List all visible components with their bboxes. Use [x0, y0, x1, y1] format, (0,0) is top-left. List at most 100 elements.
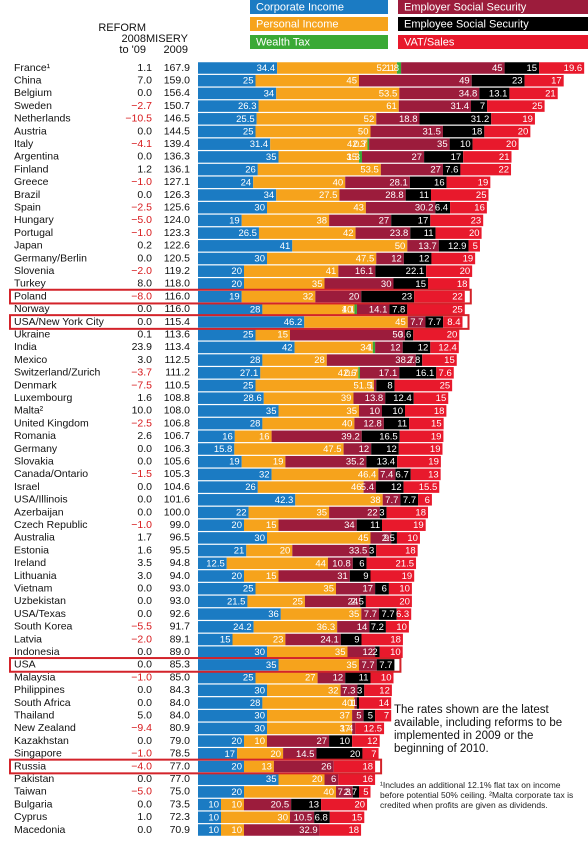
bar-segment: [295, 494, 383, 506]
reform-value: 23.9: [132, 341, 153, 353]
bar-segment: [430, 341, 459, 354]
country-label: Taiwan: [14, 786, 47, 798]
bar-segment: [333, 760, 376, 773]
bar-segment: [354, 303, 357, 316]
bar-segment: [539, 62, 585, 74]
country-label: USA: [14, 659, 36, 671]
segment-label: 2.7: [344, 787, 357, 798]
bar-segment: [198, 354, 263, 366]
misery-value: 119.2: [165, 265, 191, 277]
bar-segment: [352, 557, 367, 570]
segment-label: 42.6: [338, 368, 357, 379]
bar-segment: [382, 405, 405, 417]
segment-label: 20: [350, 749, 361, 760]
segment-label: 24: [348, 596, 359, 607]
highlight-box: [9, 657, 402, 673]
highlight-box: [9, 758, 383, 775]
segment-label: 15: [436, 393, 447, 404]
segment-label: 45: [358, 533, 369, 544]
bar-segment: [358, 367, 360, 379]
segment-label: 28.8: [385, 190, 404, 201]
country-label: Cyprus: [14, 811, 47, 823]
bar-segment: [383, 417, 410, 430]
segment-label: 12.4: [438, 342, 457, 353]
misery-value: 113.6: [165, 328, 191, 340]
bar-segment: [355, 227, 411, 239]
segment-label: 34: [264, 190, 275, 201]
country-label: Uzbekistan: [14, 595, 66, 607]
misery-value: 84.3: [170, 684, 191, 696]
segment-label: 11: [424, 228, 434, 239]
misery-value: 116.0: [165, 290, 191, 302]
segment-label: 42: [282, 342, 293, 353]
country-label: Hungary: [14, 214, 54, 226]
segment-label: 38.7: [395, 355, 414, 366]
segment-label: 15: [352, 812, 363, 823]
bar-segment: [386, 506, 428, 519]
bar-segment: [278, 570, 350, 582]
segment-label: 10: [208, 825, 219, 836]
segment-label: 15: [415, 279, 426, 290]
segment-label: 35: [335, 647, 346, 658]
bar-segment: [241, 214, 330, 227]
segment-label: 30: [277, 812, 288, 823]
bar-segment: [396, 62, 402, 74]
bar-segment: [431, 252, 476, 265]
segment-label: 12.8: [363, 419, 382, 430]
bar-segment: [375, 646, 380, 658]
misery-value: 75.0: [170, 786, 191, 798]
bar-segment: [367, 138, 370, 150]
segment-label: 31.4: [250, 139, 269, 150]
bar-segment: [319, 824, 362, 836]
segment-label: 42: [343, 228, 354, 239]
bar-segment: [226, 557, 328, 570]
bar-segment: [425, 316, 444, 328]
bar-segment: [276, 189, 340, 201]
bar-segment: [400, 494, 419, 506]
country-label: Argentina: [14, 151, 59, 163]
segment-label: 26.3: [238, 101, 257, 112]
bar-segment: [369, 138, 450, 150]
bar-segment: [370, 125, 443, 138]
legend-label: Wealth Tax: [256, 36, 311, 48]
bar-segment: [317, 671, 346, 684]
segment-label: 7.7: [410, 317, 423, 328]
bar-segment: [359, 74, 472, 87]
bar-segment: [257, 481, 364, 493]
segment-label: 32: [328, 685, 339, 696]
segment-label: 12: [391, 482, 402, 493]
bar-segment: [290, 328, 405, 341]
bar-segment: [198, 455, 242, 468]
segment-label: 15: [266, 571, 277, 582]
segment-label: 12.9: [448, 241, 467, 252]
reform-value: 0.0: [137, 125, 152, 137]
segment-label: 17: [363, 584, 374, 595]
country-label: South Korea: [14, 621, 73, 633]
misery-value: 94.8: [170, 557, 191, 569]
segment-label: 46: [351, 482, 362, 493]
segment-label: 8.4: [447, 317, 460, 328]
segment-label: 31.4: [451, 101, 470, 112]
bar-segment: [371, 443, 399, 455]
segment-label: 33.5: [349, 546, 368, 557]
country-label: Brazil: [14, 189, 40, 201]
segment-label: 20: [231, 736, 242, 747]
bar-segment: [304, 595, 361, 608]
segment-label: 10: [460, 139, 471, 150]
bar-segment: [504, 62, 540, 74]
bar-segment: [244, 570, 279, 582]
bar-segment: [291, 798, 322, 811]
segment-label: 3: [369, 546, 374, 557]
country-label: Mexico: [14, 354, 47, 366]
segment-label: 17: [551, 76, 562, 87]
bar-segment: [424, 151, 464, 163]
reform-value: −7.5: [131, 379, 152, 391]
bar-segment: [356, 519, 382, 531]
bar-segment: [248, 506, 330, 519]
segment-label: 15: [266, 520, 277, 531]
note: The rates shown are the latest available…: [394, 704, 563, 755]
reform-value: 2.6: [137, 430, 152, 442]
column-header: MISERY: [146, 33, 189, 45]
segment-label: 17: [451, 152, 462, 163]
misery-value: 159.0: [164, 74, 190, 86]
